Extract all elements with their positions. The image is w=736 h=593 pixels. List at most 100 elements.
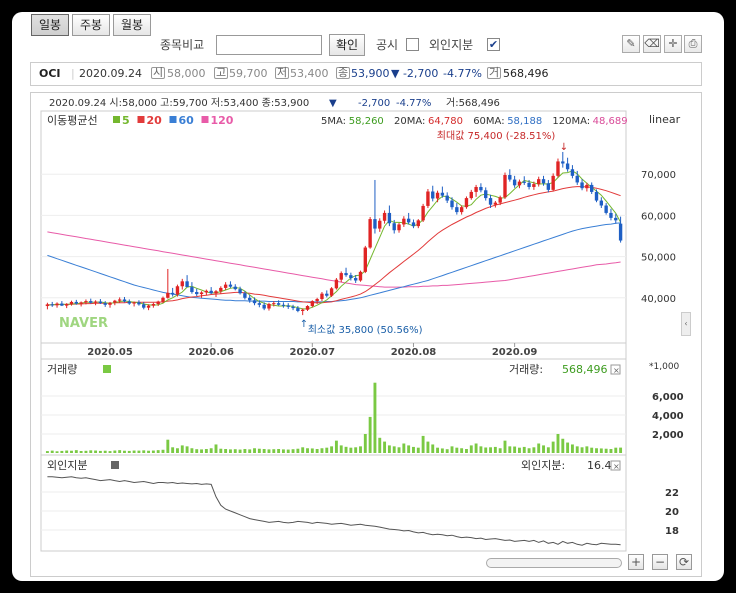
compare-input[interactable] [216, 35, 322, 55]
pen-icon[interactable]: ✎ [622, 35, 640, 53]
crosshair-icon[interactable]: ✛ [664, 35, 682, 53]
ma-value-label: 5MA: [321, 116, 346, 127]
refresh-icon[interactable]: ⟳ [676, 554, 692, 570]
volume-bar [383, 441, 387, 453]
candle-body [406, 218, 411, 223]
zoom-out-button[interactable]: − [652, 554, 668, 570]
close-icon[interactable]: × [613, 462, 620, 471]
candle-body [233, 286, 237, 290]
volume-bar [195, 449, 199, 453]
volume-legend-swatch [103, 365, 111, 373]
candle-body [69, 301, 74, 304]
volume-bar [296, 448, 300, 453]
tab-monthly[interactable]: 월봉 [113, 14, 151, 36]
foreign-ownership-checkbox[interactable]: ✔ [487, 38, 500, 51]
volume-value: 568,496 [503, 67, 549, 80]
candle-body [609, 212, 613, 218]
volume-bar [609, 449, 613, 453]
chart-area[interactable]: 2020.09.24 시:58,000 고:59,700 저:53,400 종:… [30, 92, 702, 577]
volume-bar [503, 440, 507, 453]
candle-body [281, 304, 286, 306]
chart-scrollbar[interactable] [486, 558, 622, 568]
volume-bar [508, 446, 512, 453]
candle-body [493, 202, 498, 205]
chart-header-ohlc: 2020.09.24 시:58,000 고:59,700 저:53,400 종:… [49, 97, 309, 109]
compare-label: 종목비교 [160, 38, 205, 52]
volume-bar [440, 448, 444, 453]
volume-bar [113, 450, 117, 453]
volume-bar [248, 449, 252, 453]
close-icon[interactable]: × [613, 366, 620, 375]
ma-legend-label: 이동평균선 [47, 114, 98, 127]
candle-body [397, 224, 401, 231]
confirm-button[interactable]: 확인 [329, 34, 365, 56]
volume-bar [599, 448, 603, 453]
volume-bar [132, 450, 136, 453]
foreign-close-button[interactable] [610, 460, 621, 471]
date-tick-label: 2020.05 [87, 347, 133, 358]
tab-daily[interactable]: 일봉 [31, 14, 69, 36]
price-tick-label: 40,000 [641, 294, 676, 305]
candle-body [551, 175, 555, 190]
candle-body [219, 287, 223, 292]
side-panel-toggle[interactable]: ‹ [681, 312, 691, 336]
candle-body [459, 207, 464, 213]
low-badge: 저 [275, 66, 290, 79]
candle-body [488, 198, 493, 205]
disclosure-label: 공시 [376, 38, 399, 52]
candle-body [243, 293, 247, 298]
foreign-y-axis: 18 20 22 [665, 488, 679, 537]
ma-value: 48,689 [593, 116, 628, 127]
volume-bar [354, 447, 358, 453]
volume-bar [118, 450, 122, 453]
volume-bar [277, 449, 281, 453]
max-value-arrow: ↓ [560, 142, 568, 153]
volume-close-button[interactable] [610, 364, 621, 375]
volume-bar [474, 443, 478, 453]
volume-bar [185, 446, 189, 453]
volume-bar [517, 447, 521, 453]
candle-body [537, 179, 541, 185]
candle-body [517, 181, 522, 186]
volume-bar [575, 446, 579, 453]
candle-body [286, 305, 290, 307]
foreign-ownership-label: 외인지분 [429, 38, 474, 52]
volume-unit: *1,000 [649, 362, 680, 372]
volume-bar [368, 416, 372, 453]
open-price: 58,000 [167, 67, 206, 80]
candle-body [98, 301, 103, 304]
candle-body [392, 223, 396, 231]
volume-bar [171, 447, 175, 453]
ma-value-label: 20MA: [394, 116, 425, 127]
volume-bar [65, 450, 69, 453]
volume-bar [412, 446, 415, 453]
volume-bar [479, 446, 483, 453]
candle-body [464, 198, 469, 208]
volume-bar [359, 446, 362, 453]
candle-body [209, 290, 213, 294]
low-price: 53,400 [290, 67, 329, 80]
candle-body [276, 303, 281, 305]
candle-body [305, 306, 310, 310]
candle-body [103, 303, 107, 305]
disclosure-checkbox[interactable] [406, 38, 419, 51]
zoom-in-button[interactable]: + [628, 554, 644, 570]
tab-weekly[interactable]: 주봉 [72, 14, 110, 36]
print-icon[interactable]: ⎙ [684, 35, 702, 53]
ma-value: 58,260 [349, 116, 384, 127]
candle-body [378, 220, 382, 229]
close-price: 53,900 [351, 67, 390, 80]
candle-body [339, 273, 343, 280]
volume-bar [551, 441, 555, 453]
eraser-icon[interactable]: ⌫ [643, 35, 661, 53]
candle-body [450, 200, 454, 208]
candle-body [50, 304, 54, 306]
ma20-series [47, 186, 621, 306]
candle-body [402, 218, 406, 225]
candle-body [257, 303, 262, 305]
candle-body [411, 222, 416, 227]
volume-bar [566, 442, 570, 453]
volume-bar [156, 450, 160, 453]
chart-svg[interactable]: 2020.09.24 시:58,000 고:59,700 저:53,400 종:… [31, 93, 703, 578]
candle-body [556, 161, 560, 176]
